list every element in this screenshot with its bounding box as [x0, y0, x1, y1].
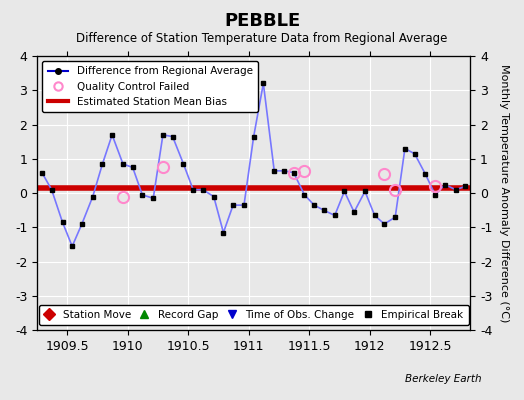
Y-axis label: Monthly Temperature Anomaly Difference (°C): Monthly Temperature Anomaly Difference (…	[499, 64, 509, 322]
Text: PEBBLE: PEBBLE	[224, 12, 300, 30]
Text: Berkeley Earth: Berkeley Earth	[406, 374, 482, 384]
Legend: Station Move, Record Gap, Time of Obs. Change, Empirical Break: Station Move, Record Gap, Time of Obs. C…	[39, 305, 469, 325]
Text: Difference of Station Temperature Data from Regional Average: Difference of Station Temperature Data f…	[77, 32, 447, 45]
